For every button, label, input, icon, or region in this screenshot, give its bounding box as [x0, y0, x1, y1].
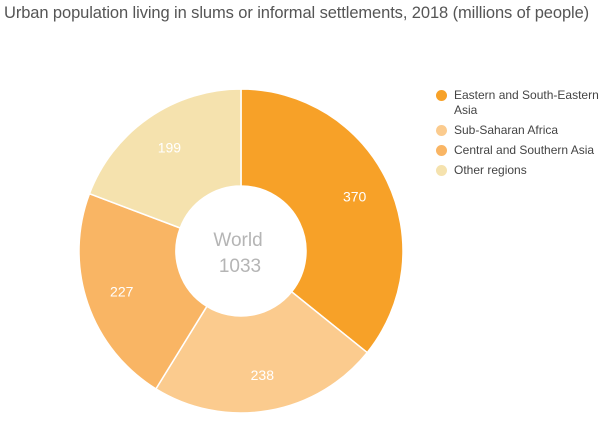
- legend-swatch: [436, 90, 447, 101]
- legend-item-sub-saharan-africa[interactable]: Sub-Saharan Africa: [436, 123, 612, 138]
- data-label-other-regions: 199: [158, 139, 182, 155]
- center-label: World: [213, 230, 262, 251]
- center-value: 1033: [219, 256, 261, 277]
- data-label-eastern-south-eastern-asia: 370: [343, 189, 367, 205]
- legend-label: Central and Southern Asia: [454, 143, 595, 157]
- chart-title: Urban population living in slums or info…: [4, 4, 590, 22]
- legend-label: Other regions: [454, 163, 527, 177]
- legend-item-central-southern-asia[interactable]: Central and Southern Asia: [436, 143, 612, 158]
- data-label-central-southern-asia: 227: [110, 284, 134, 300]
- legend-swatch: [436, 165, 447, 176]
- legend: Eastern and South-Eastern Asia Sub-Sahar…: [436, 88, 612, 183]
- legend-swatch: [436, 125, 447, 136]
- legend-swatch: [436, 145, 447, 156]
- legend-item-other-regions[interactable]: Other regions: [436, 163, 612, 178]
- data-label-sub-saharan-africa: 238: [251, 367, 275, 383]
- slice-central-southern-asia[interactable]: [78, 192, 208, 390]
- legend-item-eastern-south-eastern-asia[interactable]: Eastern and South-Eastern Asia: [436, 88, 612, 118]
- legend-label: Eastern and South-Eastern Asia: [454, 88, 599, 117]
- legend-label: Sub-Saharan Africa: [454, 123, 559, 137]
- donut-hole: [176, 186, 306, 316]
